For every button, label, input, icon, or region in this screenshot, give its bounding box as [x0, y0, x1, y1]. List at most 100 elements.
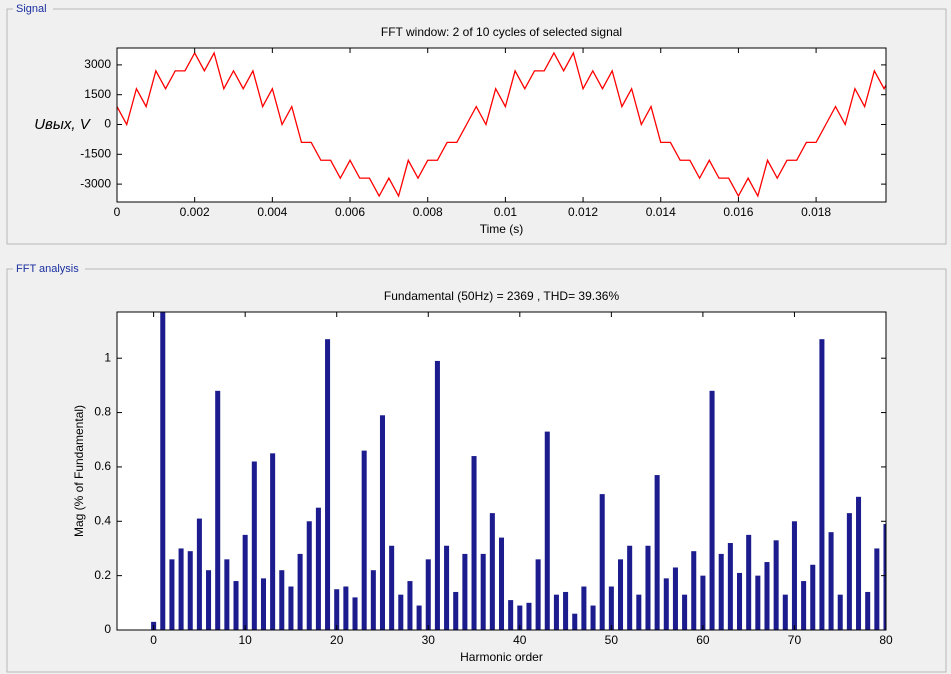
bar	[773, 540, 779, 630]
bar	[434, 360, 440, 630]
x-tick-label: 40	[513, 633, 527, 647]
bar	[178, 548, 184, 630]
bar	[270, 453, 276, 630]
y-tick-label: -3000	[80, 176, 111, 190]
x-tick-label: 0.016	[723, 205, 753, 219]
bar	[343, 586, 349, 630]
bar	[471, 456, 477, 630]
signal-line	[117, 51, 886, 198]
bar	[553, 594, 559, 630]
marks	[117, 51, 886, 198]
plot-area	[117, 48, 886, 202]
bar	[535, 559, 541, 630]
bar	[352, 597, 358, 630]
bar	[462, 553, 468, 630]
bar	[251, 461, 257, 630]
bar	[746, 534, 752, 630]
bar	[874, 548, 880, 630]
x-tick-label: 0.008	[413, 205, 443, 219]
bar	[425, 559, 431, 630]
panel-label: FFT analysis	[16, 263, 79, 275]
bar	[846, 513, 852, 630]
x-tick-label: 10	[238, 633, 252, 647]
bar	[206, 570, 212, 630]
bar	[791, 521, 797, 630]
bar	[856, 496, 862, 630]
x-tick-label: 60	[696, 633, 710, 647]
x-tick-label: 20	[330, 633, 344, 647]
bar	[727, 543, 733, 630]
panel-label-bg	[13, 263, 85, 275]
x-tick-label: 50	[605, 633, 619, 647]
bar	[498, 537, 505, 630]
x-tick-label: 0.014	[646, 205, 676, 219]
bar	[306, 521, 312, 630]
bar	[599, 494, 605, 630]
bar	[508, 600, 514, 630]
bar	[563, 591, 569, 630]
bar	[242, 534, 248, 630]
bar	[544, 431, 550, 630]
bar	[334, 589, 340, 630]
bar	[865, 591, 871, 630]
bar	[636, 594, 642, 630]
bar	[416, 605, 422, 630]
x-tick-label: 0	[150, 633, 157, 647]
bar	[828, 532, 834, 630]
bar	[398, 594, 404, 630]
bar	[718, 553, 724, 630]
x-axis-label: Time (s)	[480, 222, 524, 236]
bar	[233, 581, 239, 630]
y-tick-label: 1500	[84, 87, 111, 101]
marks	[151, 312, 886, 630]
bar	[480, 553, 486, 630]
y-tick-label: 0	[104, 117, 111, 131]
bar	[737, 572, 743, 630]
bar	[160, 312, 166, 630]
bar	[325, 339, 331, 630]
x-tick-label: 0.018	[801, 205, 831, 219]
bar	[819, 339, 825, 630]
signal-panel	[6, 8, 947, 245]
bar	[572, 613, 578, 630]
x-tick-label: 0.01	[494, 205, 518, 219]
bar	[196, 518, 202, 630]
y-axis-label: Mag (% of Fundamental)	[72, 405, 86, 537]
bar	[517, 605, 523, 630]
bar	[361, 450, 367, 630]
bar	[627, 545, 633, 630]
bar	[755, 575, 761, 630]
bar	[691, 551, 697, 630]
bar	[215, 390, 221, 630]
panel-label: Signal	[16, 3, 47, 15]
bar	[288, 586, 294, 630]
panel-label-bg	[13, 3, 53, 15]
bar	[407, 581, 413, 630]
y-axis-label: Uвых, V	[34, 116, 92, 133]
y-tick-label: 0.8	[94, 405, 111, 419]
chart-title: FFT window: 2 of 10 cycles of selected s…	[381, 25, 622, 39]
bar	[617, 559, 624, 630]
x-tick-label: 30	[422, 633, 436, 647]
y-tick-label: 1	[104, 350, 111, 364]
x-tick-label: 70	[788, 633, 802, 647]
bar	[315, 507, 321, 630]
bar	[700, 575, 706, 630]
x-tick-label: 0.012	[568, 205, 598, 219]
fft-panel	[6, 268, 947, 673]
bar	[489, 513, 495, 630]
bar	[837, 594, 843, 630]
bar	[260, 578, 266, 630]
bar	[654, 475, 660, 630]
bar	[810, 564, 816, 630]
y-tick-label: 3000	[84, 57, 111, 71]
bar	[581, 586, 587, 630]
bar	[279, 570, 285, 630]
y-tick-label: -1500	[80, 146, 111, 160]
bar	[608, 586, 614, 630]
bar	[645, 545, 651, 630]
bar	[526, 602, 532, 630]
bar	[672, 567, 678, 630]
bar	[389, 545, 395, 630]
